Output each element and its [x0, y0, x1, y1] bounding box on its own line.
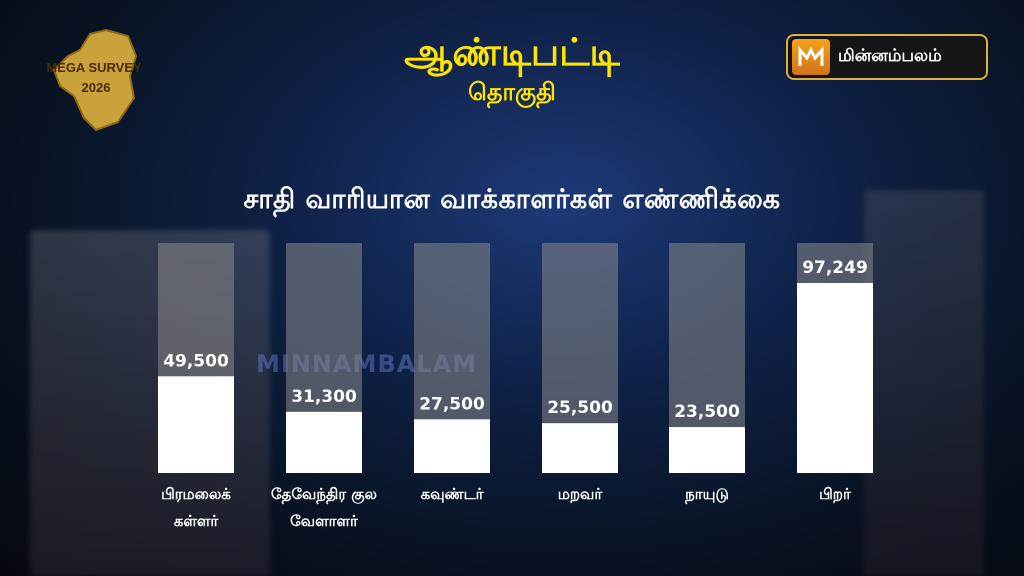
category-label: வேளாளர் [290, 512, 359, 530]
category-label: பிறர் [819, 485, 852, 503]
badge-line1: MEGA SURVEY [46, 60, 142, 75]
data-label: 23,500 [674, 402, 740, 422]
chart-title: சாதி வாரியான வாக்காளர்கள் எண்ணிக்கை [243, 184, 781, 215]
page-subtitle: தொகுதி [468, 78, 556, 106]
category-label: கவுண்டர் [421, 485, 485, 503]
background-temple-tower [864, 190, 984, 576]
category-label: மறவர் [558, 485, 604, 503]
category-label: நாயுடு [684, 485, 729, 504]
bar [542, 423, 618, 473]
data-label: 25,500 [547, 398, 613, 418]
brand-name: மின்னம்பலம் [838, 46, 942, 66]
mega-survey-logo: MEGA SURVEY 2026 [44, 26, 144, 134]
bar [797, 283, 873, 473]
badge-line2: 2026 [82, 80, 111, 95]
data-label: 31,300 [291, 387, 357, 407]
data-label: 97,249 [802, 258, 868, 278]
bar [286, 411, 362, 473]
page-title: ஆண்டிபட்டி [404, 30, 620, 74]
category-label: கள்ளர் [174, 512, 220, 530]
m-logo-icon [792, 39, 830, 75]
category-label: பிரமலைக் [161, 485, 231, 503]
bar [414, 419, 490, 473]
data-label: 27,500 [419, 394, 485, 414]
bar [669, 427, 745, 473]
bar [158, 376, 234, 473]
brand-badge: மின்னம்பலம் [786, 34, 988, 80]
category-label: தேவேந்திர குல [271, 485, 377, 504]
data-label: 49,500 [163, 351, 229, 371]
